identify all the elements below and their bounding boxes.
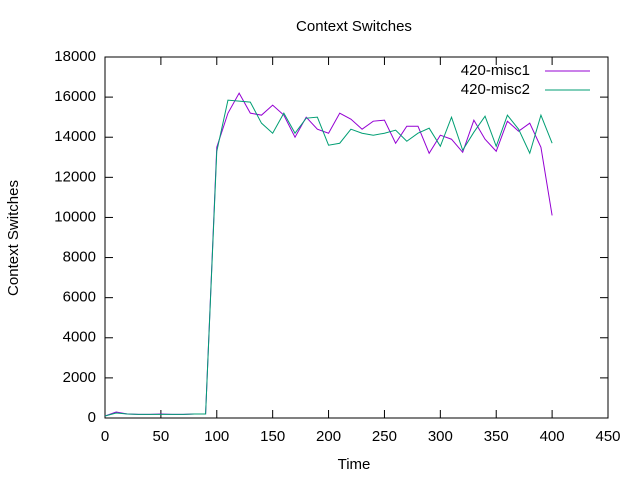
x-tick-label: 50 (153, 428, 170, 445)
x-tick-label: 400 (540, 428, 565, 445)
y-tick-label: 16000 (54, 88, 96, 105)
y-tick-label: 8000 (63, 249, 96, 266)
y-tick-label: 4000 (63, 329, 96, 346)
y-axis-label: Context Switches (5, 180, 22, 296)
legend-label: 420-misc2 (461, 81, 530, 98)
chart-title: Context Switches (296, 18, 412, 35)
y-tick-label: 18000 (54, 48, 96, 65)
x-tick-label: 150 (260, 428, 285, 445)
x-tick-label: 450 (595, 428, 620, 445)
x-axis-label: Time (338, 456, 371, 473)
y-tick-label: 12000 (54, 168, 96, 185)
x-tick-label: 100 (204, 428, 229, 445)
y-tick-label: 2000 (63, 369, 96, 386)
x-tick-label: 250 (372, 428, 397, 445)
x-tick-label: 300 (428, 428, 453, 445)
plot-frame (104, 56, 609, 419)
legend-label: 420-misc1 (461, 62, 530, 79)
x-tick-label: 200 (316, 428, 341, 445)
series-line (104, 92, 553, 417)
x-tick-label: 0 (101, 428, 109, 445)
x-tick-label: 350 (484, 428, 509, 445)
y-tick-label: 6000 (63, 289, 96, 306)
y-tick-label: 14000 (54, 128, 96, 145)
y-tick-label: 0 (88, 409, 96, 426)
y-tick-label: 10000 (54, 208, 96, 225)
series-line (104, 99, 553, 417)
